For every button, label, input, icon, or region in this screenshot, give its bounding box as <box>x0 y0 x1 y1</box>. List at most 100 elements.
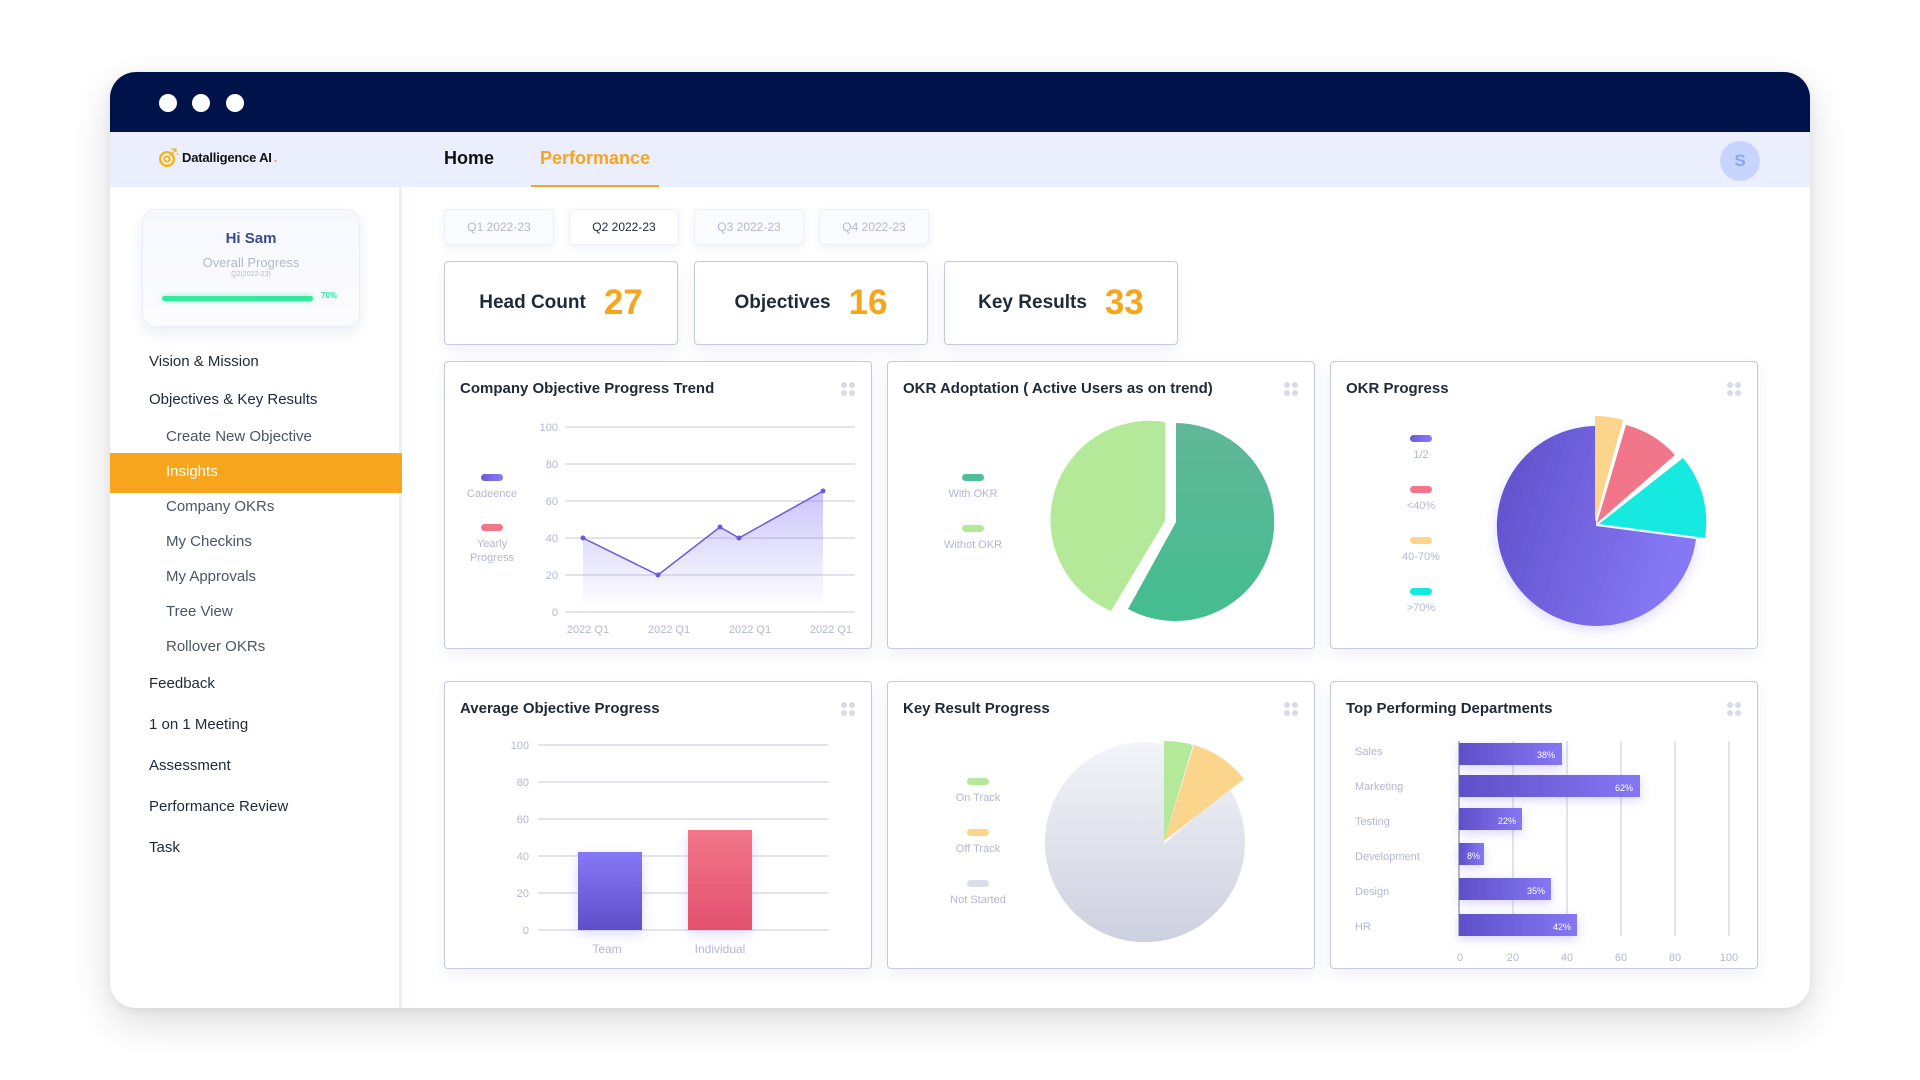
svg-text:100: 100 <box>1720 952 1738 964</box>
svg-text:Individual: Individual <box>695 942 746 956</box>
logo-text: Datalligence AI <box>182 149 272 165</box>
legend-item-gt-70: >70% <box>1391 588 1451 615</box>
sidebar-item-label: Insights <box>166 463 218 480</box>
legend-item-on-track: On Track <box>933 778 1023 805</box>
window-control-dot[interactable] <box>192 94 210 112</box>
app-window: Datalligence AI. Home Performance S Hi S… <box>110 72 1810 1008</box>
avatar[interactable]: S <box>1720 141 1760 181</box>
legend-label: <40% <box>1406 500 1436 512</box>
legend-label: >70% <box>1406 602 1436 614</box>
legend-item-not-started: Not Started <box>933 880 1023 907</box>
legend-label: 40-70% <box>1402 551 1440 563</box>
svg-text:22%: 22% <box>1498 816 1516 826</box>
legend-label: Yearly Progress <box>469 538 515 565</box>
svg-text:42%: 42% <box>1553 922 1571 932</box>
legend-item-off-track: Off Track <box>933 829 1023 856</box>
legend-swatch <box>967 778 989 785</box>
quarter-tab-q3[interactable]: Q3 2022-23 <box>694 209 804 245</box>
quarter-tab-q2[interactable]: Q2 2022-23 <box>569 209 679 245</box>
sidebar-item-my-checkins[interactable]: My Checkins <box>166 533 252 550</box>
legend-swatch <box>481 474 503 481</box>
svg-text:HR: HR <box>1355 921 1371 933</box>
sidebar-item-task[interactable]: Task <box>149 839 180 856</box>
stat-objectives: Objectives 16 <box>694 261 928 345</box>
card-title: Average Objective Progress <box>460 700 660 717</box>
sidebar-item-create-new-objective[interactable]: Create New Objective <box>166 428 312 445</box>
app-header: Datalligence AI. Home Performance S <box>110 132 1810 187</box>
svg-text:40: 40 <box>517 851 529 863</box>
sidebar-item-1on1-meeting[interactable]: 1 on 1 Meeting <box>149 716 249 733</box>
sidebar-item-my-approvals[interactable]: My Approvals <box>166 568 257 585</box>
card-title: Company Objective Progress Trend <box>460 380 715 397</box>
sidebar-item-tree-view[interactable]: Tree View <box>166 603 233 620</box>
svg-text:40: 40 <box>1561 952 1573 964</box>
progress-summary-card: Hi Sam Overall Progress Q2(2022-23) 70% <box>142 209 360 327</box>
pie-chart <box>1044 740 1245 943</box>
logo-dot: . <box>273 149 278 165</box>
svg-text:80: 80 <box>1669 952 1681 964</box>
stat-head-count: Head Count 27 <box>444 261 678 345</box>
horizontal-bar-chart: Sales Marketing Testing Development Design H… <box>1355 741 1738 964</box>
sidebar-item-rollover-okrs[interactable]: Rollover OKRs <box>166 638 266 655</box>
legend-label: Withot OKR <box>943 539 1003 551</box>
quarter-tab-q4[interactable]: Q4 2022-23 <box>819 209 929 245</box>
window-control-dot[interactable] <box>226 94 244 112</box>
pie-chart <box>1496 416 1707 626</box>
card-okr-adoption: OKR Adoptation ( Active Users as on tren… <box>887 361 1315 649</box>
sidebar-item-insights[interactable]: Insights <box>110 453 402 493</box>
svg-text:0: 0 <box>552 607 558 619</box>
svg-text:100: 100 <box>511 740 529 752</box>
drag-handle-icon[interactable] <box>841 702 855 716</box>
drag-handle-icon[interactable] <box>1727 702 1741 716</box>
svg-text:Team: Team <box>592 942 621 956</box>
drag-handle-icon[interactable] <box>1284 702 1298 716</box>
legend-item-with-okr: With OKR <box>928 474 1018 501</box>
card-company-objective-trend: Company Objective Progress Trend Cadeenc… <box>444 361 872 649</box>
legend-label: 1/2 <box>1413 449 1429 461</box>
sidebar-item-company-okrs[interactable]: Company OKRs <box>166 498 275 515</box>
target-logo-icon <box>158 146 180 168</box>
svg-text:0: 0 <box>1457 952 1463 964</box>
legend-item-half: 1/2 <box>1391 435 1451 462</box>
svg-text:80: 80 <box>546 459 558 471</box>
card-okr-progress: OKR Progress 1/2 <40% 40-70% >70% <box>1330 361 1758 649</box>
stat-value: 27 <box>603 283 643 322</box>
card-title: OKR Progress <box>1346 380 1449 397</box>
tab-performance[interactable]: Performance <box>531 132 659 187</box>
svg-text:20: 20 <box>1507 952 1519 964</box>
legend-label: Off Track <box>955 843 1001 855</box>
stat-label: Key Results <box>978 292 1087 313</box>
svg-text:40: 40 <box>546 533 558 545</box>
quarter-tab-q1[interactable]: Q1 2022-23 <box>444 209 554 245</box>
logo[interactable]: Datalligence AI. <box>158 146 277 168</box>
sidebar: Hi Sam Overall Progress Q2(2022-23) 70% … <box>110 187 402 1008</box>
legend-swatch <box>481 524 503 531</box>
svg-text:60: 60 <box>546 496 558 508</box>
sidebar-item-objectives-key-results[interactable]: Objectives & Key Results <box>149 391 318 408</box>
tab-home[interactable]: Home <box>444 148 495 168</box>
drag-handle-icon[interactable] <box>1727 382 1741 396</box>
legend-swatch <box>962 474 984 481</box>
svg-text:Testing: Testing <box>1355 816 1390 828</box>
drag-handle-icon[interactable] <box>841 382 855 396</box>
legend-label: Cadeence <box>466 488 518 500</box>
sidebar-item-vision-mission[interactable]: Vision & Mission <box>149 353 259 370</box>
card-average-objective-progress: Average Objective Progress 100 80 60 40 20 0… <box>444 681 872 969</box>
stat-value: 16 <box>848 283 888 322</box>
legend-swatch <box>1410 537 1432 544</box>
legend-swatch <box>962 525 984 532</box>
card-title: Top Performing Departments <box>1346 700 1553 717</box>
legend-swatch <box>1410 588 1432 595</box>
legend-label: Not Started <box>950 894 1006 906</box>
stat-label: Head Count <box>479 292 586 313</box>
svg-text:2022 Q1: 2022 Q1 <box>648 624 690 636</box>
bar-chart: 100 80 60 40 20 0 Team Individual <box>511 740 828 956</box>
sidebar-item-feedback[interactable]: Feedback <box>149 675 215 692</box>
sidebar-item-performance-review[interactable]: Performance Review <box>149 798 289 815</box>
window-control-dot[interactable] <box>159 94 177 112</box>
drag-handle-icon[interactable] <box>1284 382 1298 396</box>
legend-swatch <box>1410 486 1432 493</box>
sidebar-item-assessment[interactable]: Assessment <box>149 757 231 774</box>
area-chart: 100 80 60 40 20 0 2022 Q1 2022 Q1 2022 Q1 2022… <box>540 422 855 636</box>
svg-text:100: 100 <box>540 422 558 434</box>
